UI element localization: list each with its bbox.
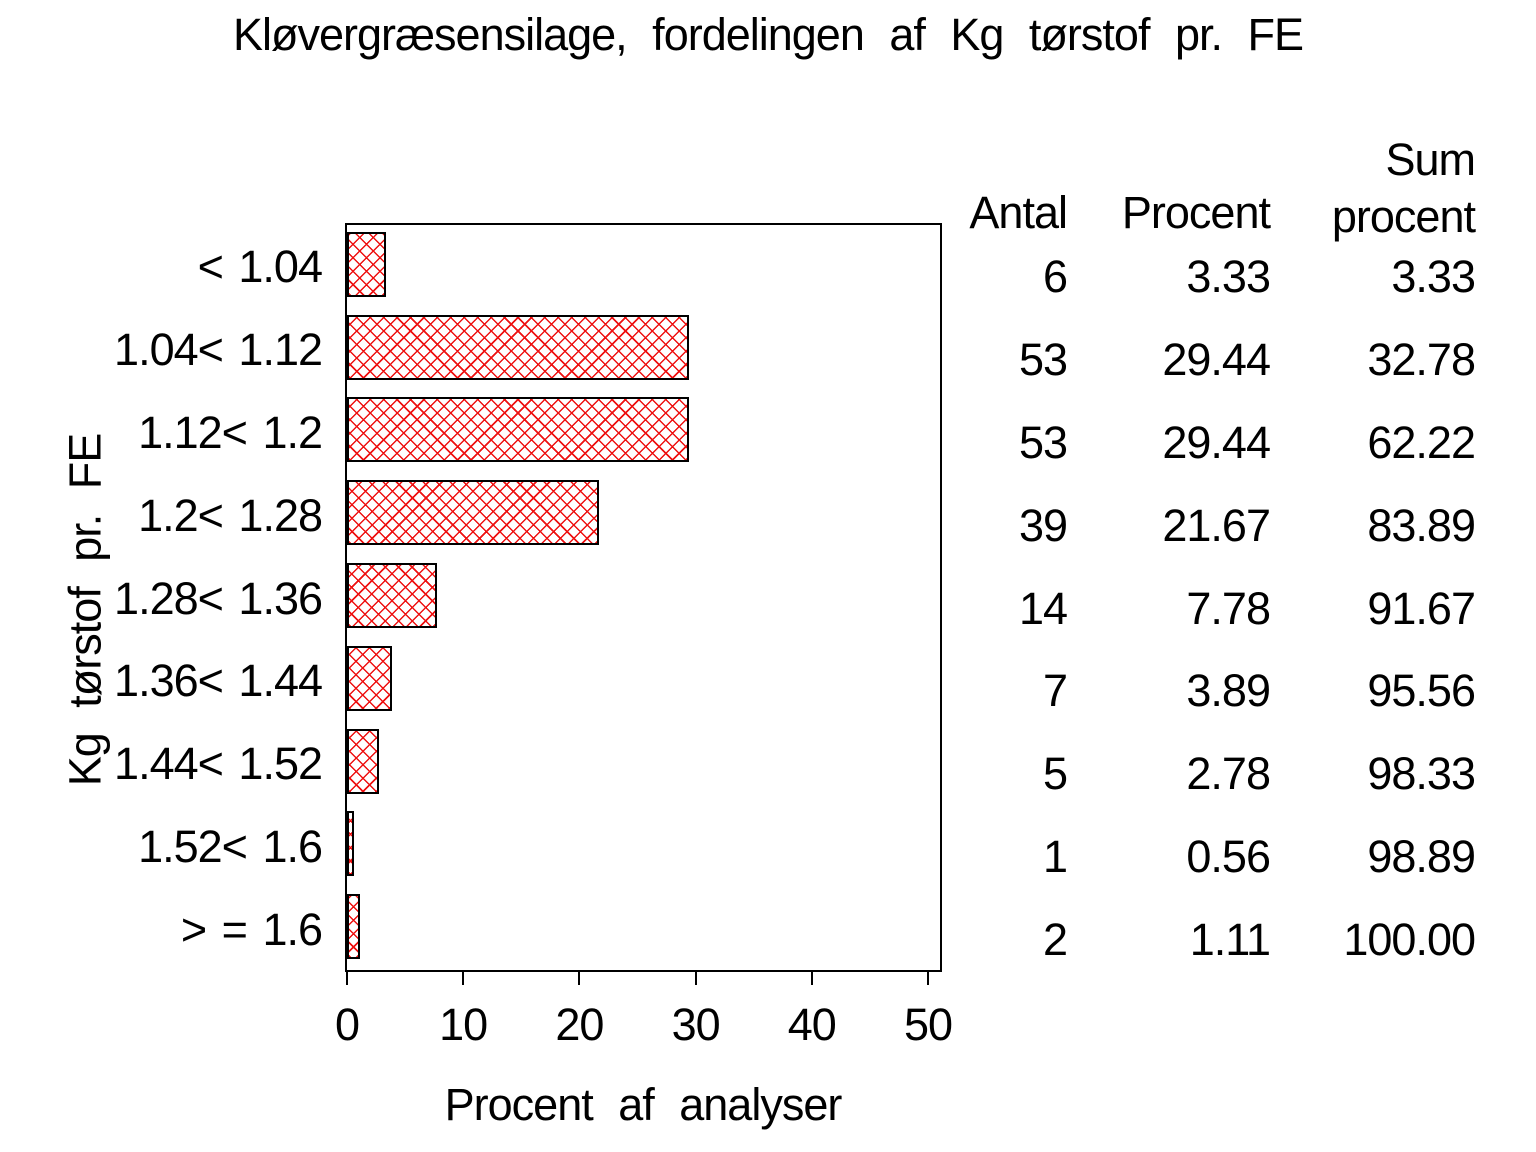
table-cell: 0.56 [1186, 830, 1271, 882]
table-cell: 98.33 [1367, 748, 1476, 800]
x-tick-label: 20 [555, 999, 604, 1050]
x-axis-tick [578, 971, 581, 985]
category-label: < 1.04 [197, 241, 323, 293]
table-cell: 7 [1042, 665, 1068, 717]
table-cell: 83.89 [1367, 499, 1476, 551]
category-label: > = 1.6 [180, 903, 323, 955]
table-cell: 62.22 [1367, 416, 1476, 468]
table-cell: 5 [1042, 748, 1068, 800]
table-cell: 7.78 [1186, 582, 1271, 634]
table-cell: 32.78 [1367, 334, 1476, 386]
table-cell: 91.67 [1367, 582, 1476, 634]
table-header: Procent [1121, 187, 1271, 238]
x-tick-label: 10 [439, 999, 488, 1050]
x-axis-tick [462, 971, 465, 985]
plot-area [345, 223, 942, 972]
table-cell: 3.33 [1391, 251, 1476, 303]
category-label: 1.04< 1.12 [114, 324, 323, 376]
x-tick-label: 50 [903, 999, 953, 1050]
table-cell: 1.11 [1189, 913, 1271, 965]
category-label: 1.44< 1.52 [114, 738, 323, 790]
bar [347, 397, 690, 463]
x-tick-label: 0 [334, 999, 360, 1050]
table-cell: 6 [1042, 251, 1068, 303]
table-header: Antal [969, 187, 1068, 238]
table-cell: 21.67 [1162, 499, 1271, 551]
x-tick-label: 40 [787, 999, 837, 1050]
bar [347, 645, 393, 711]
table-cell: 3.33 [1186, 251, 1271, 303]
bar [347, 728, 380, 794]
table-cell: 100.00 [1343, 913, 1476, 965]
category-label: 1.12< 1.2 [138, 406, 323, 458]
chart-title: Kløvergræsensilage, fordelingen af Kg tø… [233, 9, 1304, 60]
x-axis-tick [694, 971, 697, 985]
table-cell: 2 [1042, 913, 1068, 965]
table-cell: 39 [1018, 499, 1068, 551]
bar [347, 563, 438, 628]
x-axis-tick [810, 971, 813, 985]
bar [347, 231, 386, 297]
table-cell: 29.44 [1162, 416, 1271, 468]
bar [347, 314, 690, 380]
x-axis-tick [346, 971, 348, 985]
table-header: Sum procent [1331, 134, 1476, 242]
x-axis-tick [927, 971, 929, 985]
table-cell: 1 [1042, 830, 1068, 882]
table-cell: 2.78 [1186, 748, 1271, 800]
bar [347, 480, 599, 546]
category-label: 1.2< 1.28 [138, 489, 323, 541]
table-cell: 95.56 [1367, 665, 1476, 717]
table-cell: 98.89 [1367, 830, 1476, 882]
table-cell: 53 [1018, 416, 1068, 468]
x-tick-label: 30 [671, 999, 721, 1050]
category-label: 1.52< 1.6 [138, 820, 323, 872]
table-cell: 14 [1018, 582, 1068, 634]
category-label: 1.28< 1.36 [114, 572, 323, 624]
bar [347, 811, 354, 877]
table-cell: 29.44 [1162, 334, 1271, 386]
bar [347, 894, 360, 960]
x-axis-title: Procent af analyser [444, 1079, 843, 1130]
table-cell: 53 [1018, 334, 1068, 386]
category-label: 1.36< 1.44 [114, 655, 323, 707]
table-cell: 3.89 [1186, 665, 1271, 717]
